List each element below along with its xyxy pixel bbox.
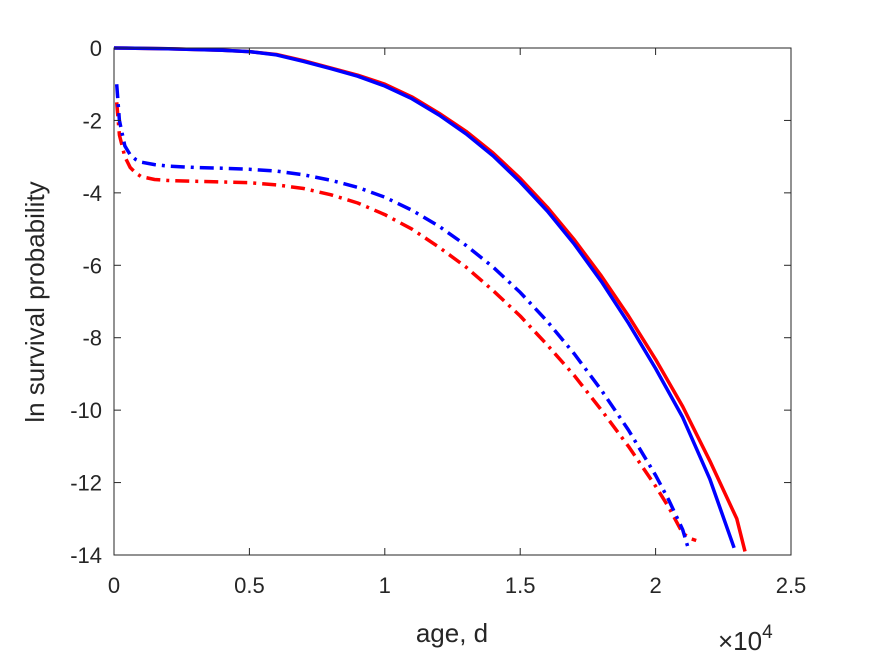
series-line-1 — [113, 46, 736, 549]
y-tick-label: -4 — [82, 181, 102, 206]
x-tick-label: 1 — [379, 573, 391, 598]
y-tick-label: -8 — [82, 326, 102, 351]
y-tick-label: -2 — [82, 108, 102, 133]
x-axis-exponent: ×104 — [718, 622, 773, 656]
x-tick-label: 2 — [649, 573, 661, 598]
x-tick-label: 2.5 — [776, 573, 807, 598]
axes-box — [113, 47, 792, 556]
x-tick-label: 0.5 — [234, 573, 265, 598]
axis-ticks: 0 0.5 1 1.5 2 2.5 0 -2 -4 -6 -8 -10 -12 -14 — [70, 36, 806, 598]
x-axis-label: age, d — [416, 618, 488, 648]
x-tick-label: 0 — [108, 573, 120, 598]
series-line-2 — [114, 102, 697, 543]
y-tick-label: 0 — [90, 36, 102, 61]
y-tick-label: -6 — [82, 253, 102, 278]
y-tick-label: -10 — [70, 398, 102, 423]
y-tick-label: -14 — [70, 543, 102, 568]
y-axis-label: ln survival probability — [20, 181, 50, 422]
series-line-3 — [114, 84, 690, 549]
x-tick-label: 1.5 — [505, 573, 536, 598]
plot-lines — [113, 46, 747, 552]
y-tick-label: -12 — [70, 471, 102, 496]
